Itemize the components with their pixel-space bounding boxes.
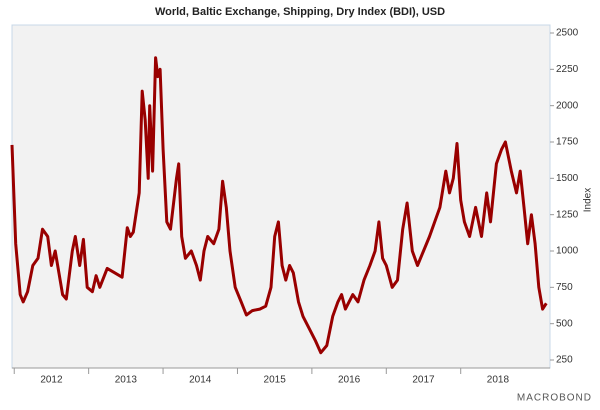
series-line	[10, 56, 548, 355]
y-tick-label: 750	[556, 282, 573, 293]
x-tick-label: 2018	[487, 375, 510, 386]
y-tick-label: 250	[556, 355, 573, 366]
y-tick-label: 1000	[556, 246, 579, 257]
y-tick-label: 500	[556, 318, 573, 329]
y-tick-label: 1500	[556, 173, 579, 184]
chart-title: World, Baltic Exchange, Shipping, Dry In…	[155, 6, 445, 18]
x-tick-label: 2016	[338, 375, 361, 386]
x-tick-label: 2013	[115, 375, 138, 386]
y-tick-label: 2500	[556, 28, 579, 39]
x-tick-label: 2017	[412, 375, 435, 386]
y-axis-label: Index	[583, 188, 594, 212]
y-tick-label: 1250	[556, 209, 579, 220]
x-tick-label: 2015	[264, 375, 287, 386]
plot-area	[11, 24, 551, 369]
y-tick-label: 1750	[556, 137, 579, 148]
watermark: MACROBOND	[517, 393, 592, 404]
y-tick-label: 2250	[556, 64, 579, 75]
x-tick-label: 2014	[189, 375, 212, 386]
y-tick-label: 2000	[556, 100, 579, 111]
x-tick-label: 2012	[40, 375, 63, 386]
